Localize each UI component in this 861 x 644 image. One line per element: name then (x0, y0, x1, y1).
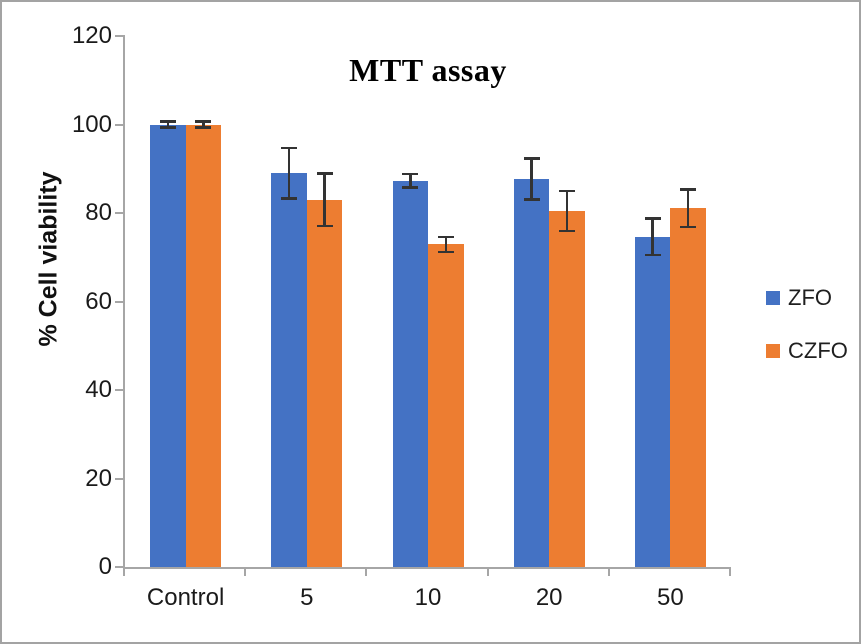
error-bar-whisker (409, 172, 412, 189)
x-tick-label-20: 20 (535, 584, 563, 611)
error-bar-cap-bottom (402, 186, 419, 189)
error-bar-whisker (565, 189, 569, 232)
x-tick-5 (729, 569, 731, 576)
x-tick-label-50: 50 (657, 584, 684, 611)
error-bar-whisker (166, 120, 170, 129)
y-tick-40 (115, 389, 123, 391)
y-tick-label-100: 100 (71, 110, 112, 138)
error-bar-cap-top (644, 217, 661, 220)
x-tick-1 (244, 569, 247, 576)
y-tick-0 (115, 566, 123, 568)
legend-swatch-zfo (766, 291, 780, 305)
chart-title: MTT assay (349, 52, 507, 88)
error-bar-whisker (287, 146, 291, 200)
error-bar-cap-top (437, 235, 454, 239)
error-bar-cap-bottom (316, 224, 333, 228)
error-bar-cap-bottom (195, 126, 212, 129)
error-bar-cap-top (402, 172, 419, 176)
x-tick-label-control: Control (146, 584, 225, 611)
bar-zfo-10 (392, 180, 428, 567)
plot-area (125, 36, 731, 567)
bar-zfo-50 (634, 236, 671, 567)
bar-czfo-10 (428, 244, 464, 567)
error-bar-cap-top (680, 188, 697, 191)
x-tick-2 (365, 569, 368, 576)
legend-label-czfo: CZFO (788, 338, 848, 363)
y-tick-label-120: 120 (71, 22, 112, 49)
bar-czfo-20 (549, 210, 585, 567)
error-bar-cap-top (281, 146, 298, 150)
error-bar-cap-bottom (523, 198, 540, 201)
error-bar-cap-bottom (159, 126, 176, 129)
y-tick-120 (115, 35, 123, 37)
error-bar-whisker (202, 120, 205, 129)
error-bar-cap-bottom (559, 229, 575, 232)
y-tick-label-40: 40 (85, 376, 112, 403)
bar-czfo-50 (670, 208, 706, 567)
error-bar-cap-bottom (281, 197, 298, 200)
y-tick-60 (115, 300, 123, 303)
error-bar-whisker (651, 217, 654, 257)
y-tick-100 (115, 123, 123, 126)
bar-zfo-control (150, 124, 186, 567)
y-axis-title: % Cell viability (34, 171, 63, 347)
error-bar-cap-top (195, 120, 212, 123)
y-tick-label-80: 80 (85, 199, 112, 226)
y-tick-label-20: 20 (85, 464, 112, 492)
error-bar-whisker (530, 157, 533, 201)
x-axis-line (123, 567, 731, 569)
x-tick-4 (607, 569, 610, 576)
legend: ZFO CZFO (766, 285, 848, 364)
bar-czfo-5 (306, 199, 343, 567)
y-axis-line (123, 35, 125, 568)
legend-label-zfo: ZFO (788, 285, 832, 310)
bar-czfo-control (185, 124, 222, 567)
legend-item-zfo: ZFO (766, 285, 848, 311)
error-bar-cap-top (316, 172, 333, 175)
error-bar-cap-bottom (644, 253, 661, 257)
bar-zfo-5 (271, 173, 307, 567)
y-tick-20 (115, 477, 123, 480)
x-tick-0 (123, 569, 125, 576)
y-tick-80 (115, 212, 123, 214)
error-bar-cap-bottom (437, 250, 454, 254)
error-bar-cap-top (523, 157, 540, 160)
error-bar-cap-top (159, 120, 176, 123)
error-bar-whisker (323, 172, 326, 228)
error-bar-cap-bottom (680, 225, 697, 228)
error-bar-cap-top (559, 189, 575, 192)
x-tick-label-5: 5 (300, 584, 314, 611)
legend-item-czfo: CZFO (766, 338, 848, 364)
legend-swatch-czfo (766, 344, 780, 358)
error-bar-whisker (444, 235, 447, 254)
bar-zfo-20 (513, 178, 550, 567)
x-tick-3 (486, 569, 489, 576)
y-tick-label-60: 60 (85, 287, 112, 315)
y-tick-label-0: 0 (98, 553, 112, 580)
x-tick-label-10: 10 (414, 584, 442, 611)
error-bar-whisker (686, 188, 690, 228)
